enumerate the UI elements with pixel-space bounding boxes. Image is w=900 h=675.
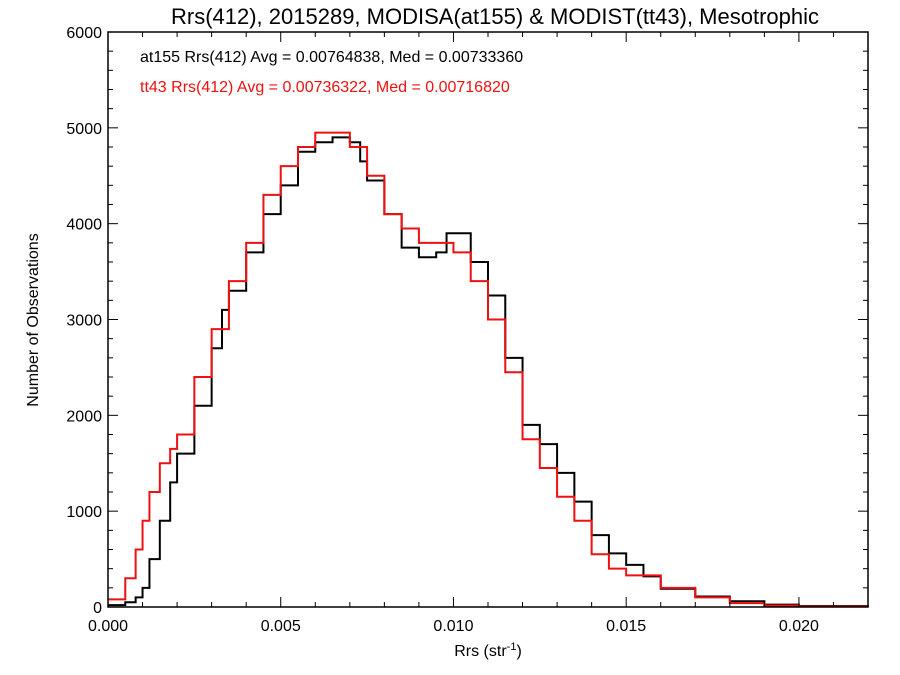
y-tick-label: 0	[93, 600, 102, 617]
x-tick-label: 0.015	[606, 618, 646, 635]
y-tick-label: 3000	[66, 313, 102, 330]
y-axis-ticks: 0 1000 2000 3000 4000 5000 6000	[66, 25, 868, 617]
series-line-tt43	[108, 131, 869, 608]
x-axis-ticks: 0.000 0.005 0.010 0.015 0.020	[88, 32, 834, 635]
x-axis-label-close: )	[516, 643, 521, 660]
y-tick-label: 1000	[66, 504, 102, 521]
x-tick-label: 0.005	[261, 618, 301, 635]
x-axis-label: Rrs (str-1)	[454, 641, 522, 660]
stat-line-at155: at155 Rrs(412) Avg = 0.00764838, Med = 0…	[140, 49, 523, 66]
chart-title: Rrs(412), 2015289, MODISA(at155) & MODIS…	[171, 4, 819, 29]
y-tick-label: 6000	[66, 25, 102, 42]
y-tick-label: 5000	[66, 121, 102, 138]
series-layer	[108, 131, 869, 608]
y-tick-label: 2000	[66, 408, 102, 425]
stat-line-tt43: tt43 Rrs(412) Avg = 0.00736322, Med = 0.…	[140, 79, 510, 96]
x-axis-label-superscript: -1	[507, 641, 517, 653]
x-tick-label: 0.000	[88, 618, 128, 635]
y-axis-label: Number of Observations	[25, 233, 42, 406]
x-tick-label: 0.010	[433, 618, 473, 635]
y-tick-label: 4000	[66, 217, 102, 234]
x-axis-label-base: Rrs (str	[454, 643, 507, 660]
x-tick-label: 0.020	[779, 618, 819, 635]
